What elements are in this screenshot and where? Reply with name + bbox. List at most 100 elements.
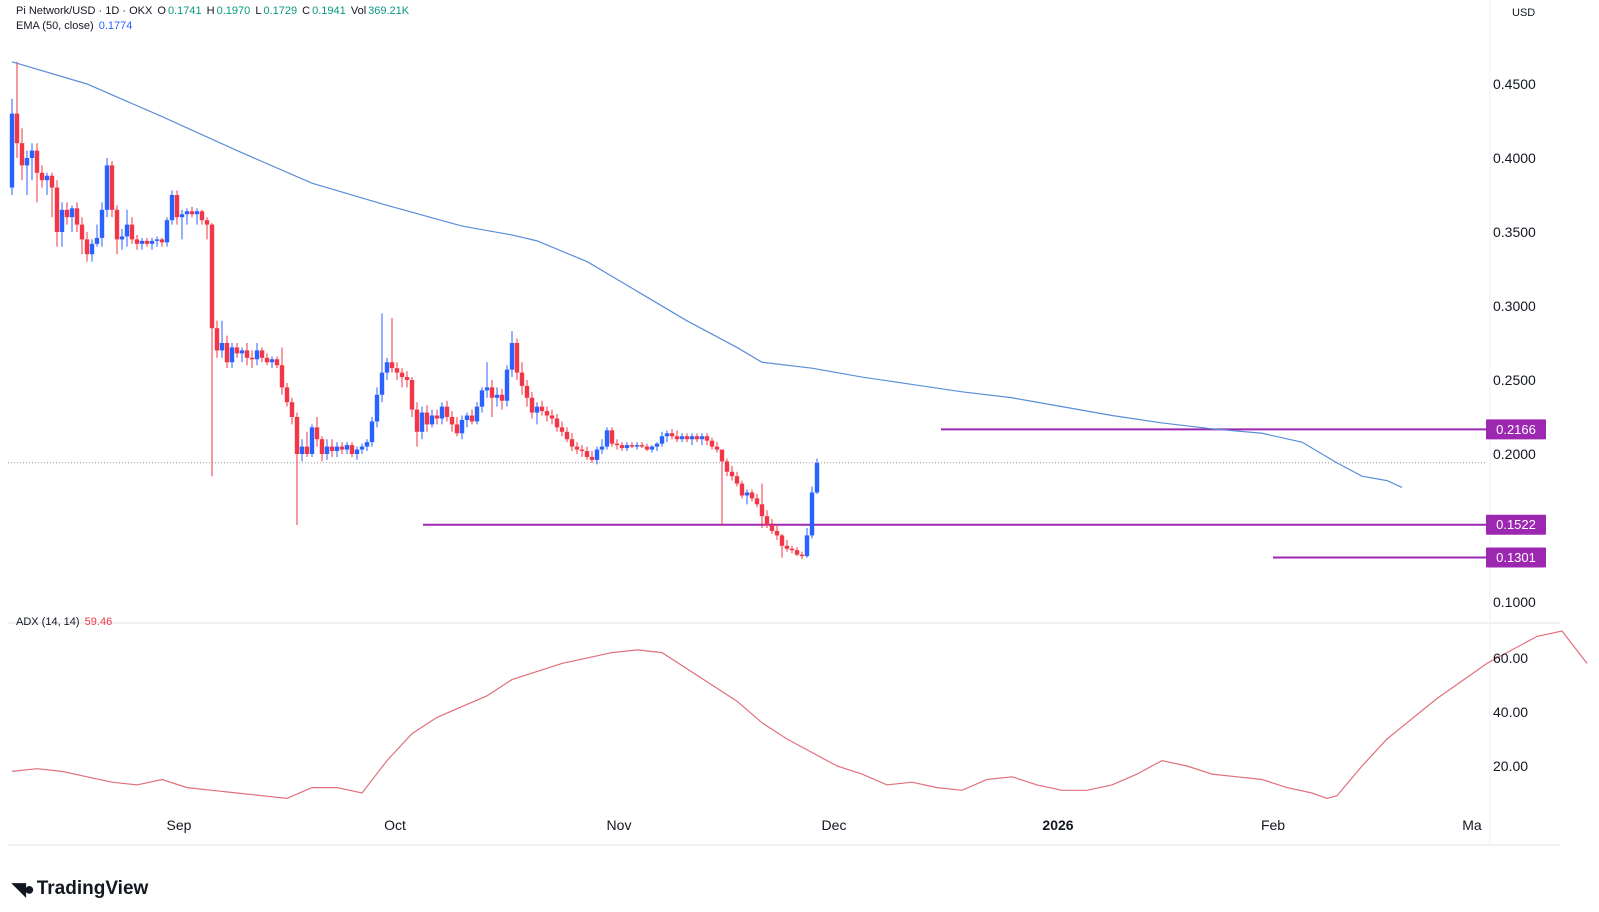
adx-axis[interactable]: 60.00 40.00 20.00 [1493, 650, 1528, 774]
candle-body [599, 446, 605, 450]
candle-body [144, 240, 150, 244]
candle-body [299, 446, 305, 454]
candle-body [729, 471, 735, 477]
volume-label: Vol [350, 5, 367, 17]
candle-body [354, 449, 360, 454]
candle-body [479, 390, 485, 407]
price-tick-label: 0.2500 [1493, 372, 1536, 388]
candle-body [129, 224, 135, 240]
candle-body [194, 211, 200, 215]
candle-body [614, 443, 620, 446]
candle-body [494, 394, 500, 398]
candle-body [39, 172, 45, 181]
candle-body [159, 239, 165, 243]
candle-body [679, 436, 685, 440]
time-tick-label: Nov [607, 817, 632, 833]
candle-body [739, 483, 745, 496]
candle-body [114, 209, 120, 240]
level-label-box [1486, 514, 1546, 535]
candle-body [584, 451, 590, 457]
time-tick-label: Feb [1261, 817, 1285, 833]
candle-body [44, 175, 50, 181]
candle-body [369, 421, 375, 443]
low-value: 0.1729 [263, 5, 298, 17]
candle-body [424, 412, 430, 425]
candle-body [284, 387, 290, 403]
candle-body [414, 409, 420, 432]
adx-legend[interactable]: ADX (14, 14) 59.46 [16, 616, 114, 628]
time-tick-label: 2026 [1042, 817, 1073, 833]
candle-body [59, 209, 65, 232]
candle-body [734, 476, 740, 484]
candle-body [24, 158, 30, 166]
candle-body [449, 417, 455, 425]
candle-body [274, 359, 280, 366]
candle-body [79, 224, 85, 240]
ema-legend[interactable]: EMA (50, close) 0.1774 [16, 20, 134, 32]
candle-body [169, 195, 175, 221]
adx-tick-label: 20.00 [1493, 758, 1528, 774]
candle-body [279, 365, 285, 388]
candle-body [569, 439, 575, 447]
candle-body [174, 195, 180, 218]
candle-body [229, 347, 235, 363]
candle-body [454, 424, 460, 434]
candle-body [219, 343, 225, 351]
candle-body [399, 372, 405, 378]
candle-body [794, 550, 800, 555]
candle-body [704, 436, 710, 441]
open-value: 0.1741 [167, 5, 202, 17]
candle-body [199, 211, 205, 221]
candle-body [799, 554, 805, 557]
currency-label: USD [1512, 7, 1535, 19]
symbol-legend: Pi Network/USD · 1D · OKX O 0.1741 H 0.197… [16, 5, 411, 17]
level-label-box [1486, 419, 1546, 440]
candle-body [339, 446, 345, 450]
candle-body [469, 415, 475, 422]
candle-body [379, 372, 385, 395]
candle-body [809, 492, 815, 536]
time-axis[interactable]: Sep Oct Nov Dec 2026 Feb Ma [167, 817, 1482, 833]
candle-body [674, 436, 680, 440]
candle-body [639, 445, 645, 447]
candle-body [489, 387, 495, 398]
candle-body [554, 418, 560, 428]
candle-body [719, 449, 725, 462]
candle-body [314, 427, 320, 440]
candle-body [744, 492, 750, 496]
candle-body [699, 436, 705, 440]
ema-label: EMA (50, close) [16, 20, 94, 32]
adx-label: ADX (14, 14) [16, 616, 80, 628]
close-label: C [302, 5, 311, 17]
price-axis[interactable]: 0.4500 0.4000 0.3500 0.3000 0.2500 0.2000 0.10… [1493, 76, 1536, 610]
candle-body [9, 113, 15, 188]
candle-body [524, 385, 530, 398]
low-label: L [255, 5, 262, 17]
volume-value: 369.21K [368, 5, 410, 17]
candle-body [109, 165, 115, 210]
candle-body [54, 187, 60, 232]
candle-body [559, 427, 565, 432]
symbol-title[interactable]: Pi Network/USD · 1D · OKX [16, 5, 153, 17]
level-label-box [1486, 547, 1546, 568]
candle-body [309, 427, 315, 454]
candle-body [149, 240, 155, 244]
tradingview-logo[interactable]: ◥● TradingView [12, 878, 148, 900]
time-tick-label: Sep [167, 817, 192, 833]
candle-body [389, 362, 395, 369]
candle-body [324, 446, 330, 454]
candle-body [294, 417, 300, 454]
candle-body [329, 446, 335, 452]
candle-body [124, 224, 130, 237]
candle-body [544, 411, 550, 416]
high-value: 0.1970 [216, 5, 251, 17]
candle-body [514, 343, 520, 373]
candle-body [249, 357, 255, 360]
candle-body [164, 220, 170, 243]
candle-body [749, 492, 755, 499]
candle-body [384, 362, 390, 373]
candle-body [394, 368, 400, 373]
adx-line [11, 630, 1588, 800]
candle-body [244, 350, 250, 358]
